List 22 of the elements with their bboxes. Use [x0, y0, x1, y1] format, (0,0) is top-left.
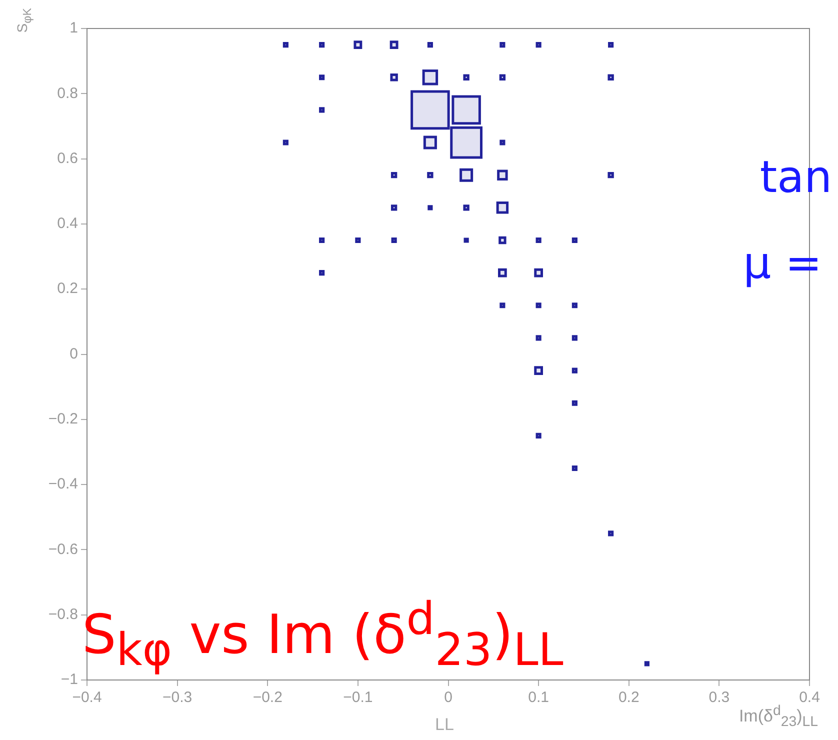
x-tick-label: −0.1: [343, 689, 373, 706]
x-tick-label: −0.3: [162, 689, 192, 706]
x-tick-label: −0.2: [252, 689, 282, 706]
y-tick-label: 0.4: [57, 215, 78, 232]
y-tick-label: 0.2: [57, 280, 78, 298]
x-tick-label: 0.1: [528, 689, 549, 706]
y-tick-label: 0: [70, 345, 78, 362]
annotation: tan: [760, 152, 832, 203]
y-tick-label: 0.8: [57, 84, 78, 102]
text: LL: [435, 715, 454, 735]
y-tick-label: 0.6: [57, 150, 78, 167]
annotation: S$_{kφ}$ vs Im (δ$^{d}$$_{23}$)$_{LL}$: [82, 592, 564, 676]
x-tick-label: 0.3: [708, 689, 730, 706]
y-tick-label: −0.4: [48, 476, 78, 493]
y-tick-label: 1: [70, 20, 78, 37]
y-tick-label: −0.2: [48, 410, 78, 428]
y-tick-label: −0.8: [48, 606, 78, 623]
y-tick-label: −0.6: [48, 540, 78, 558]
x-tick-label: 0.2: [618, 689, 640, 706]
annotation: μ =: [743, 238, 822, 289]
y-tick-label: −1: [60, 671, 78, 688]
x-tick-label: 0: [444, 689, 452, 706]
